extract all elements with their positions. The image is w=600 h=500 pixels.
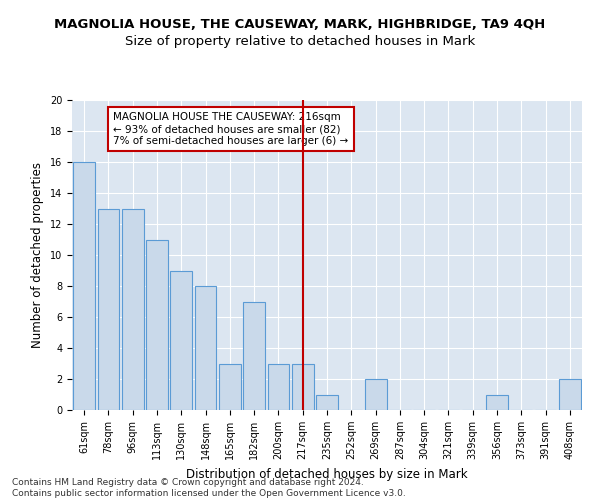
Bar	[122, 208, 143, 410]
Bar	[170, 270, 192, 410]
Text: Size of property relative to detached houses in Mark: Size of property relative to detached ho…	[125, 35, 475, 48]
Text: MAGNOLIA HOUSE THE CAUSEWAY: 216sqm
← 93% of detached houses are smaller (82)
7%: MAGNOLIA HOUSE THE CAUSEWAY: 216sqm ← 93…	[113, 112, 349, 146]
Bar	[97, 208, 119, 410]
Text: Contains HM Land Registry data © Crown copyright and database right 2024.
Contai: Contains HM Land Registry data © Crown c…	[12, 478, 406, 498]
Text: MAGNOLIA HOUSE, THE CAUSEWAY, MARK, HIGHBRIDGE, TA9 4QH: MAGNOLIA HOUSE, THE CAUSEWAY, MARK, HIGH…	[55, 18, 545, 30]
Bar	[243, 302, 265, 410]
Bar	[219, 364, 241, 410]
Bar	[365, 379, 386, 410]
Bar	[559, 379, 581, 410]
X-axis label: Distribution of detached houses by size in Mark: Distribution of detached houses by size …	[186, 468, 468, 480]
Bar	[194, 286, 217, 410]
Bar	[316, 394, 338, 410]
Y-axis label: Number of detached properties: Number of detached properties	[31, 162, 44, 348]
Bar	[292, 364, 314, 410]
Bar	[486, 394, 508, 410]
Bar	[146, 240, 168, 410]
Bar	[73, 162, 95, 410]
Bar	[268, 364, 289, 410]
